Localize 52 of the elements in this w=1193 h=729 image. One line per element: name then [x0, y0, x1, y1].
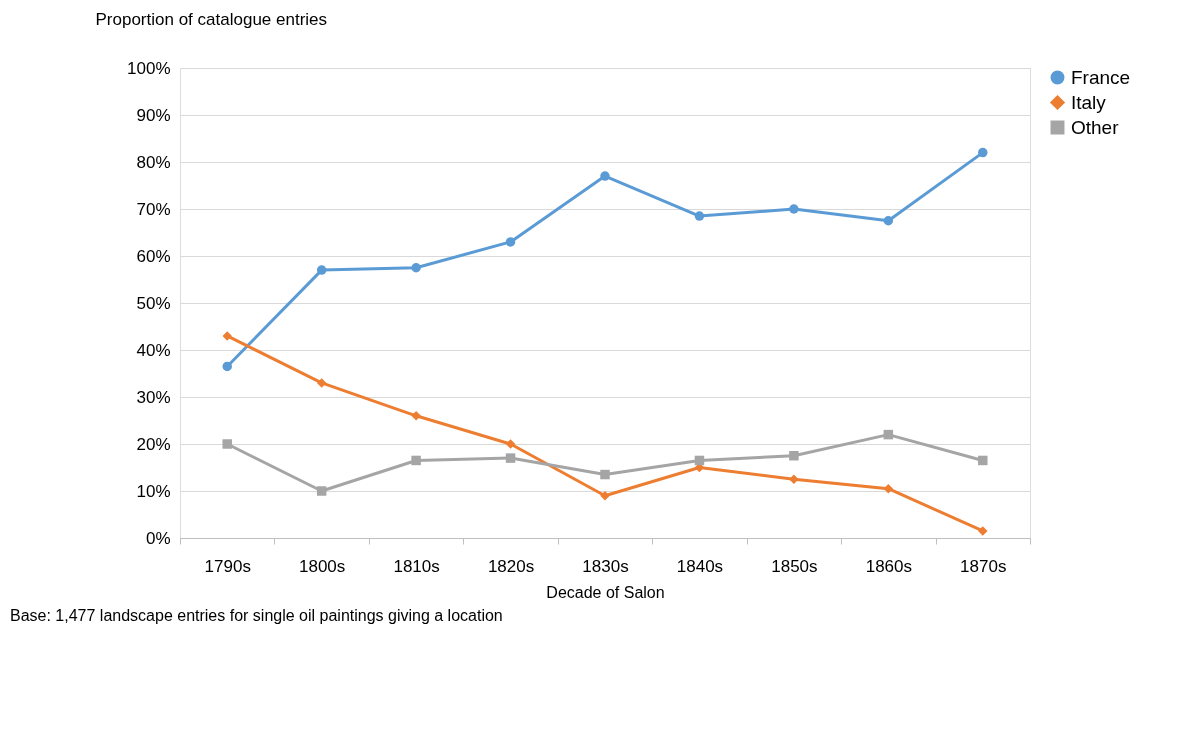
point: [411, 455, 421, 466]
point: [316, 378, 327, 388]
y-tick-label: 0%: [145, 528, 171, 548]
y-tick-label: 20%: [136, 434, 171, 454]
point: [222, 331, 232, 341]
y-tick-label: 80%: [136, 152, 171, 172]
point: [694, 211, 705, 221]
point: [789, 204, 799, 214]
point: [222, 361, 232, 372]
y-axis-title: Proportion of catalogue entries: [95, 9, 328, 29]
legend-label: Italy: [1071, 91, 1107, 113]
point: [505, 237, 516, 247]
point: [978, 455, 988, 466]
point: [505, 439, 516, 449]
point: [883, 483, 894, 494]
legend-label: France: [1071, 66, 1131, 88]
point: [316, 265, 327, 275]
x-tick-label: 1800s: [299, 556, 346, 576]
y-tick-label: 90%: [136, 105, 171, 125]
point: [978, 147, 988, 158]
x-tick-label: 1870s: [960, 556, 1007, 576]
point: [600, 171, 610, 181]
x-tick-label: 1860s: [865, 556, 912, 576]
y-tick-label: 40%: [136, 340, 171, 360]
point: [600, 469, 610, 480]
point: [883, 429, 894, 440]
x-tick-label: 1830s: [582, 556, 629, 576]
y-tick-label: 10%: [136, 481, 171, 501]
x-tick-label: 1840s: [676, 556, 724, 576]
point: [694, 455, 705, 466]
text: Base: 1,477 landscape entries for single oil paintings giving a location: [10, 607, 503, 624]
point: [411, 263, 421, 273]
y-tick-label: 100%: [127, 58, 171, 78]
point: [411, 411, 421, 421]
point: [789, 451, 799, 461]
x-tick-label: 1810s: [393, 556, 440, 576]
y-tick-label: 70%: [136, 199, 171, 219]
x-tick-label: 1820s: [487, 556, 535, 576]
y-tick-label: 60%: [136, 246, 171, 266]
point: [600, 490, 610, 501]
x-tick-label: 1790s: [204, 556, 251, 576]
point: [883, 216, 894, 226]
point: [978, 526, 988, 536]
legend-label: Other: [1071, 116, 1120, 138]
point: [789, 474, 799, 484]
x-tick-label: 1850s: [771, 556, 818, 576]
point: [316, 486, 327, 496]
point: [222, 439, 232, 449]
x-axis-title: Decade of Salon: [546, 583, 665, 601]
y-tick-label: 50%: [136, 293, 171, 313]
point: [505, 453, 516, 463]
y-tick-label: 30%: [136, 387, 171, 407]
